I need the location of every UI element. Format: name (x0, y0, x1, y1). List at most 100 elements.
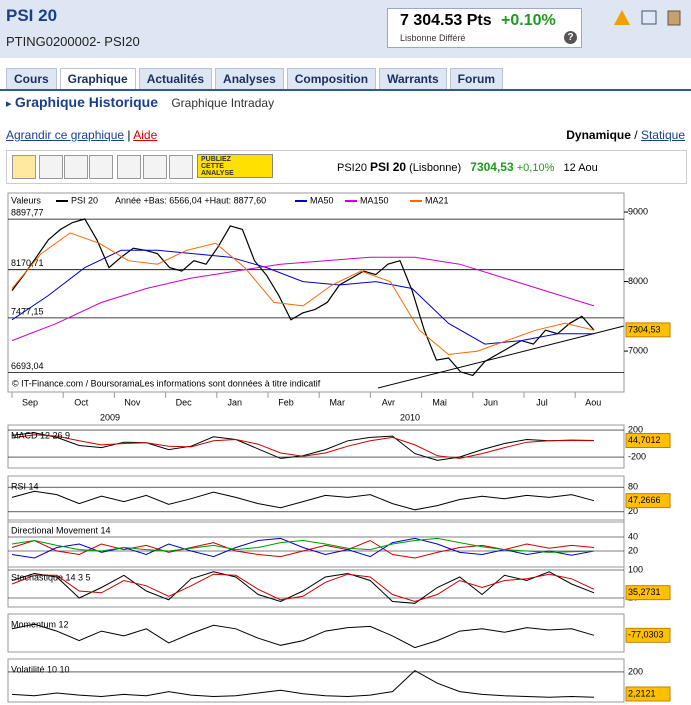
portfolio-icon[interactable] (667, 10, 681, 26)
tab[interactable]: Analyses (215, 68, 284, 90)
legend-label: MA150 (360, 195, 389, 205)
y-tick-label: 40 (628, 531, 638, 541)
tab[interactable]: Composition (286, 68, 377, 90)
publish-text: ANALYSE (201, 170, 234, 177)
last-value-label: 35,2731 (628, 587, 661, 597)
last-value-box (625, 627, 671, 643)
panel-frame (7, 424, 625, 469)
mode-links: Dynamique / Statique (566, 128, 685, 142)
legend-label: MA50 (310, 195, 334, 205)
tab[interactable]: Warrants (379, 68, 447, 90)
year-label: 2010 (400, 412, 420, 422)
last-value-label: -77,0303 (628, 630, 664, 640)
help-icon[interactable]: ? (564, 31, 577, 44)
arrow: ▸ (6, 98, 12, 110)
publish-text: CETTE (201, 163, 224, 170)
y-tick-label: 8000 (628, 276, 648, 286)
delete-tool[interactable] (169, 155, 193, 179)
last-value-box (625, 686, 671, 702)
level-label: 6693,04 (11, 361, 44, 371)
tab[interactable]: Cours (6, 68, 57, 90)
static-link[interactable]: Statique (640, 128, 685, 142)
list-icon[interactable] (641, 10, 657, 25)
channel-tool[interactable] (143, 155, 167, 179)
x-tick-label: Aou (585, 397, 601, 407)
x-tick-label: Feb (278, 397, 294, 407)
quote-box: 7 304.53 Pts +0.10% Lisbonne Différé ? (387, 8, 582, 48)
series-line (11, 232, 595, 356)
index-title: PSI 20 (6, 6, 58, 25)
panel-title: Momentum 12 (11, 619, 69, 629)
subnav: ▸ Graphique Historique Graphique Intrada… (6, 94, 274, 110)
links: Agrandir ce graphique | Aide (6, 128, 157, 142)
legend-bg (10, 195, 610, 207)
panel-title: MACD 12 26 9 (11, 430, 70, 440)
fibo-tool[interactable] (89, 155, 113, 179)
code: PSI20 (337, 162, 367, 174)
panel-title: RSI 14 (11, 481, 39, 491)
last-value-box (625, 585, 671, 601)
tab[interactable]: Forum (449, 68, 503, 90)
x-tick-label: Oct (74, 397, 89, 407)
level-label: 8170,71 (11, 258, 44, 268)
slash: / (634, 128, 638, 142)
help-link[interactable]: Aide (133, 128, 158, 142)
isin: PTING0200002- PSI20 (6, 34, 140, 49)
x-tick-label: Nov (124, 397, 141, 407)
subnav-other[interactable]: Graphique Intraday (171, 96, 275, 110)
series-line (11, 218, 595, 377)
line-tool[interactable] (39, 155, 63, 179)
tab[interactable]: Actualités (138, 68, 213, 90)
quote-price: 7 304.53 Pts (400, 12, 492, 29)
dynamic-link[interactable]: Dynamique (566, 128, 631, 142)
panel-frame (7, 475, 625, 523)
price: 7304,53 (470, 160, 514, 174)
y-tick-label: 200 (628, 424, 643, 434)
publish-text: PUBLIEZ (201, 156, 231, 163)
x-tick-label: Avr (382, 397, 395, 407)
tab[interactable]: Graphique (59, 68, 136, 91)
trend-tool[interactable] (117, 155, 141, 179)
legend-label: PSI 20 (71, 195, 98, 205)
last-value-label: 47,2666 (628, 495, 661, 505)
x-tick-label: Sep (22, 397, 38, 407)
series-line (11, 432, 595, 461)
series-line (11, 434, 595, 459)
x-tick-label: Mar (329, 397, 345, 407)
x-tick-label: Jul (536, 397, 548, 407)
name: PSI 20 (370, 160, 407, 174)
series-line (11, 490, 595, 511)
legend-title: Valeurs (11, 195, 41, 205)
publish-button[interactable]: PUBLIEZ CETTE ANALYSE (197, 154, 273, 178)
last-value-box (625, 433, 671, 449)
series-line (11, 623, 595, 649)
y-tick-label: 100 (628, 564, 643, 574)
enlarge-link[interactable]: Agrandir ce graphique (6, 128, 125, 142)
subnav-active[interactable]: Graphique Historique (14, 94, 158, 110)
change: +0,10% (516, 162, 555, 174)
y-tick-label: 9000 (628, 206, 648, 216)
hline-tool[interactable] (64, 155, 88, 179)
last-value-box (625, 322, 671, 338)
zoom-tool[interactable] (12, 155, 36, 179)
y-tick-label: 20 (628, 506, 638, 516)
series-line (11, 256, 595, 342)
series-line (11, 571, 595, 604)
panel-title: Directional Movement 14 (11, 525, 111, 535)
alert-icon[interactable] (614, 10, 630, 25)
panel-frame (7, 658, 625, 703)
instrument-info: PSI20 PSI 20 (Lisbonne) 7304,53 +0,10% 1… (337, 160, 598, 174)
level-label: 8897,77 (11, 208, 44, 218)
x-tick-label: Mai (432, 397, 447, 407)
legend-label: MA21 (425, 195, 449, 205)
series-line (11, 669, 595, 698)
last-value-label: 44,7012 (628, 435, 661, 445)
level-label: 7477,15 (11, 306, 44, 316)
toolbar: PUBLIEZ CETTE ANALYSE PSI20 PSI 20 (Lisb… (6, 150, 687, 184)
y-tick-label: 20 (628, 545, 638, 555)
separator: | (127, 128, 131, 142)
series-line (11, 537, 595, 559)
quote-market: Lisbonne Différé (400, 33, 466, 43)
tabs: Cours Graphique Actualités Analyses Composit… (6, 68, 506, 91)
